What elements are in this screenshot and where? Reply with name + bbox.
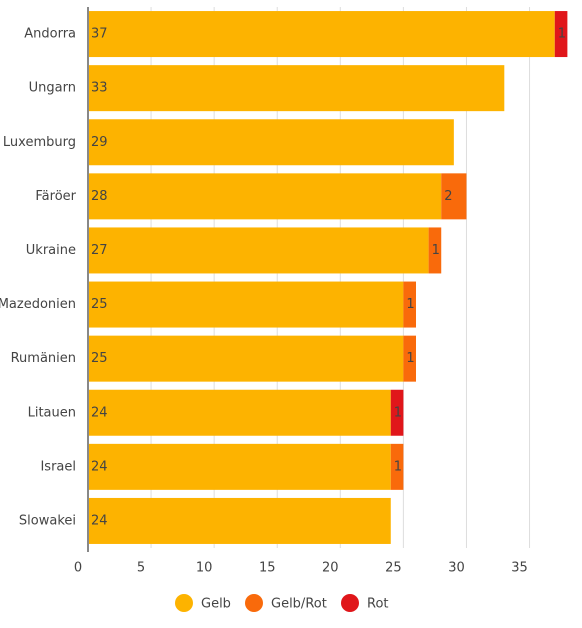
legend-label: Rot	[367, 597, 389, 612]
data-label: 28	[91, 189, 108, 204]
data-label: 24	[91, 513, 108, 528]
bar-segment	[88, 443, 391, 490]
y-tick-label: Litauen	[28, 405, 76, 420]
data-label: 1	[406, 297, 414, 312]
bar-segment	[88, 389, 391, 436]
bar-segment	[88, 227, 429, 274]
legend-marker	[341, 594, 359, 612]
bar-segment	[88, 281, 404, 328]
y-tick-label: Ungarn	[29, 81, 76, 96]
bar-segment	[554, 11, 568, 58]
bar-segment	[88, 11, 555, 58]
data-label: 1	[394, 405, 402, 420]
data-label: 29	[91, 135, 108, 150]
legend-marker	[245, 594, 263, 612]
bar-segment	[403, 281, 416, 328]
x-tick-label: 25	[385, 561, 402, 576]
y-tick-label: Andorra	[24, 27, 76, 42]
data-label: 1	[432, 243, 440, 258]
bar-segment	[428, 227, 442, 274]
y-tick-label: Rumänien	[11, 351, 76, 366]
data-label: 25	[91, 297, 108, 312]
legend-label: Gelb	[201, 597, 231, 612]
data-label: 24	[91, 405, 108, 420]
data-label: 2	[444, 189, 452, 204]
bar-segment	[88, 497, 391, 544]
bar-segment	[441, 173, 467, 220]
data-label: 1	[406, 351, 414, 366]
bar-segment	[403, 335, 416, 382]
y-tick-label: Luxemburg	[3, 135, 76, 150]
data-label: 37	[91, 27, 108, 42]
data-label: 1	[394, 459, 402, 474]
legend-label: Gelb/Rot	[271, 597, 327, 612]
data-label: 24	[91, 459, 108, 474]
bar-segment	[88, 119, 454, 166]
y-tick-label: Ukraine	[26, 243, 76, 258]
x-tick-label: 35	[511, 561, 528, 576]
x-tick-label: 0	[74, 561, 82, 576]
x-tick-label: 15	[259, 561, 276, 576]
data-label: 33	[91, 81, 108, 96]
y-tick-label: Slowakei	[19, 513, 76, 528]
data-label: 27	[91, 243, 108, 258]
bar-segment	[88, 65, 505, 112]
y-tick-label: Israel	[40, 459, 76, 474]
x-tick-label: 10	[196, 561, 213, 576]
bar-segment	[88, 173, 442, 220]
x-tick-label: 30	[448, 561, 465, 576]
bar-segment	[390, 389, 404, 436]
data-label: 25	[91, 351, 108, 366]
x-tick-label: 20	[322, 561, 339, 576]
bar-segment	[390, 443, 404, 490]
data-label: 1	[558, 27, 566, 42]
y-tick-label: Mazedonien	[0, 297, 76, 312]
y-tick-label: Färöer	[35, 189, 76, 204]
legend-marker	[175, 594, 193, 612]
x-tick-label: 5	[137, 561, 145, 576]
bar-segment	[88, 335, 404, 382]
